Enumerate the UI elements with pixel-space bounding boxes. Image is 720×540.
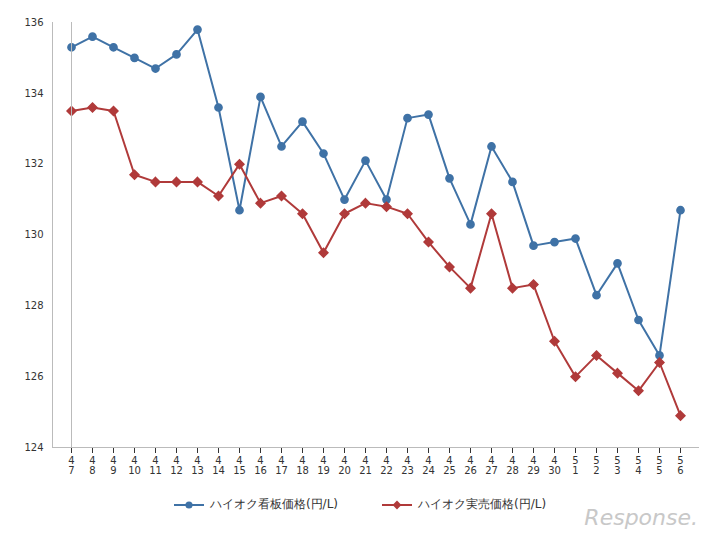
svg-text:412: 412 bbox=[170, 455, 183, 476]
svg-text:424: 424 bbox=[422, 455, 435, 476]
svg-text:54: 54 bbox=[635, 455, 641, 476]
svg-text:425: 425 bbox=[443, 455, 456, 476]
svg-text:136: 136 bbox=[24, 17, 43, 28]
svg-text:414: 414 bbox=[212, 455, 225, 476]
svg-text:51: 51 bbox=[572, 455, 578, 476]
svg-text:124: 124 bbox=[24, 442, 43, 453]
svg-text:134: 134 bbox=[24, 88, 43, 99]
svg-text:49: 49 bbox=[110, 455, 116, 476]
svg-text:55: 55 bbox=[656, 455, 662, 476]
svg-text:416: 416 bbox=[254, 455, 267, 476]
svg-text:421: 421 bbox=[359, 455, 372, 476]
html-text:ハイオク実売価格(円/L): ハイオク実売価格(円/L) bbox=[418, 497, 547, 511]
html-text:Response.: Response. bbox=[584, 505, 698, 530]
svg-text:426: 426 bbox=[464, 455, 477, 476]
svg-text:429: 429 bbox=[527, 455, 540, 476]
svg-text:420: 420 bbox=[338, 455, 351, 476]
svg-text:52: 52 bbox=[593, 455, 599, 476]
svg-text:53: 53 bbox=[614, 455, 620, 476]
html-text:ハイオク看板価格(円/L): ハイオク看板価格(円/L) bbox=[209, 497, 338, 511]
svg-text:128: 128 bbox=[24, 300, 43, 311]
svg-text:417: 417 bbox=[275, 455, 288, 476]
svg-text:415: 415 bbox=[233, 455, 246, 476]
svg-text:430: 430 bbox=[548, 455, 561, 476]
svg-text:427: 427 bbox=[485, 455, 498, 476]
svg-text:418: 418 bbox=[296, 455, 309, 476]
svg-text:413: 413 bbox=[191, 455, 204, 476]
svg-text:130: 130 bbox=[24, 229, 43, 240]
svg-text:132: 132 bbox=[24, 158, 43, 169]
svg-text:48: 48 bbox=[89, 455, 95, 476]
svg-text:126: 126 bbox=[24, 371, 43, 382]
svg-text:428: 428 bbox=[506, 455, 519, 476]
svg-text:422: 422 bbox=[380, 455, 393, 476]
svg-text:419: 419 bbox=[317, 455, 330, 476]
svg-text:410: 410 bbox=[128, 455, 141, 476]
svg-text:411: 411 bbox=[149, 455, 162, 476]
svg-text:47: 47 bbox=[68, 455, 74, 476]
svg-text:423: 423 bbox=[401, 455, 414, 476]
svg-text:56: 56 bbox=[677, 455, 683, 476]
